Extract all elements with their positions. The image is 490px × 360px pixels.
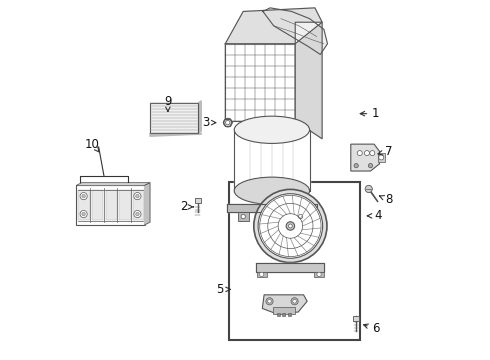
Circle shape [354,163,358,168]
Circle shape [370,150,375,156]
Bar [92,190,103,220]
Circle shape [241,215,245,219]
Circle shape [223,118,232,127]
Bar [238,212,248,221]
Bar [78,190,90,220]
Ellipse shape [234,177,310,204]
Bar [257,271,267,277]
Text: 3: 3 [202,116,209,129]
Circle shape [225,121,230,125]
Text: 7: 7 [385,145,392,158]
Polygon shape [234,130,310,191]
Circle shape [317,272,321,276]
Bar [76,185,145,225]
Circle shape [268,300,271,303]
Text: 9: 9 [164,95,171,108]
Circle shape [260,272,264,276]
Bar [195,198,200,203]
Polygon shape [145,183,150,225]
Circle shape [291,298,298,305]
Polygon shape [227,204,317,212]
Polygon shape [76,183,150,185]
Circle shape [82,194,85,198]
Circle shape [134,193,141,200]
Circle shape [286,222,294,230]
Circle shape [136,212,139,216]
Circle shape [365,185,372,193]
Circle shape [82,212,85,216]
Polygon shape [150,134,201,136]
Polygon shape [256,262,324,271]
Bar [277,313,280,316]
Circle shape [293,300,296,303]
Circle shape [80,211,87,218]
Bar [353,316,359,320]
Polygon shape [351,144,379,171]
Bar [378,153,385,162]
Circle shape [136,194,139,198]
Bar [119,190,131,220]
Polygon shape [263,8,327,54]
Text: 4: 4 [374,210,381,222]
Bar [225,44,295,121]
Circle shape [365,150,369,156]
Circle shape [134,211,141,218]
Circle shape [379,155,384,160]
Bar [133,190,144,220]
Circle shape [368,163,373,168]
Bar [314,271,324,277]
Ellipse shape [234,116,310,143]
Text: 6: 6 [372,322,380,335]
Bar [295,212,306,221]
Bar [105,190,117,220]
Polygon shape [262,295,307,314]
Circle shape [289,224,293,228]
Circle shape [254,189,327,262]
Circle shape [298,215,303,219]
Circle shape [266,298,273,305]
Bar [273,307,294,314]
Circle shape [258,194,322,258]
Text: 5: 5 [216,283,223,296]
Circle shape [357,150,362,156]
Bar [229,182,360,339]
Text: 1: 1 [372,107,380,120]
Circle shape [80,193,87,200]
Bar [282,313,285,316]
Polygon shape [295,22,322,139]
Text: 2: 2 [180,201,188,213]
Bar [288,313,291,316]
Text: 10: 10 [85,138,100,150]
Text: 8: 8 [385,193,392,206]
Bar [150,103,198,134]
Polygon shape [225,8,322,44]
Polygon shape [198,101,201,134]
